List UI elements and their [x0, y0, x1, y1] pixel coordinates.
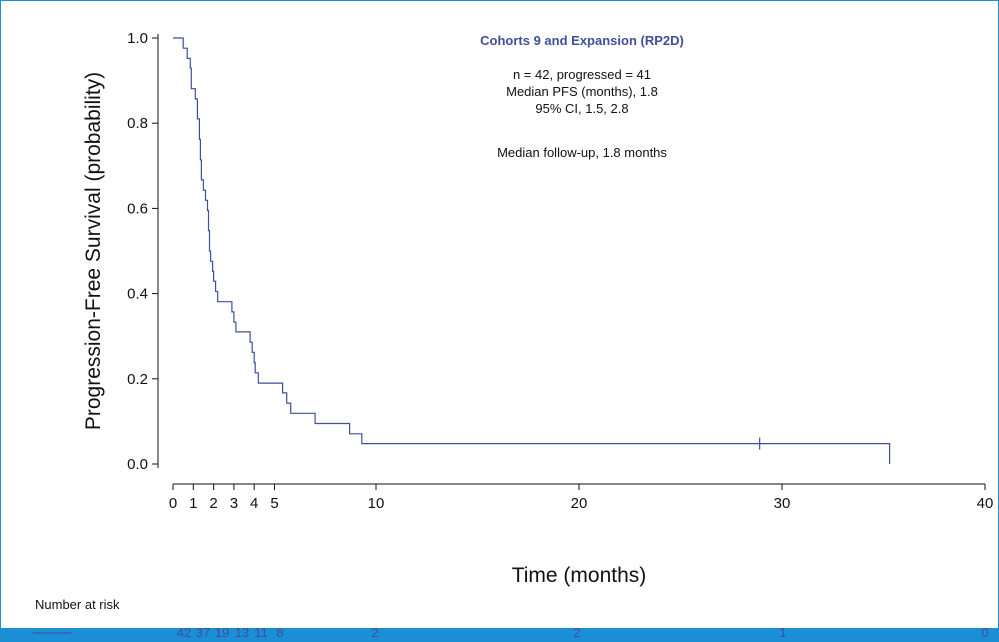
y-tick-label: 0.0 — [127, 456, 148, 473]
y-axis-ticks: 0.0 0.2 0.4 0.6 0.8 1.0 — [127, 30, 158, 473]
x-tick-label: 0 — [169, 495, 177, 512]
x-axis-ticks: 0 1 2 3 4 5 10 20 30 40 — [169, 484, 994, 512]
x-tick-label: 4 — [250, 495, 258, 512]
risk-value: 1 — [779, 625, 786, 640]
series-layer — [173, 37, 891, 464]
x-tick-label: 2 — [209, 495, 217, 512]
y-tick-label: 0.2 — [127, 371, 148, 388]
annotation-box: Cohorts 9 and Expansion (RP2D) n = 42, p… — [480, 33, 684, 160]
y-tick-label: 1.0 — [127, 30, 148, 47]
annotation-line-1: n = 42, progressed = 41 — [513, 67, 651, 82]
risk-value: 42 — [177, 625, 191, 640]
risk-table: Number at risk 42 37 19 13 11 8 2 2 1 0 — [33, 597, 989, 640]
risk-values: 42 37 19 13 11 8 2 2 1 0 — [177, 625, 989, 640]
x-axis-title: Time (months) — [512, 564, 647, 587]
x-tick-label: 10 — [368, 495, 385, 512]
km-curve — [173, 37, 891, 464]
annotation-title: Cohorts 9 and Expansion (RP2D) — [480, 33, 684, 48]
x-tick-label: 1 — [189, 495, 197, 512]
x-tick-label: 30 — [774, 495, 791, 512]
bottom-accent-bar — [0, 628, 999, 642]
x-tick-label: 5 — [270, 495, 278, 512]
annotation-line-3: 95% CI, 1.5, 2.8 — [535, 101, 628, 116]
risk-value: 2 — [371, 625, 378, 640]
y-axis-title: Progression-Free Survival (probability) — [82, 72, 105, 430]
annotation-line-5: Median follow-up, 1.8 months — [497, 145, 667, 160]
risk-value: 0 — [981, 625, 988, 640]
risk-value: 8 — [276, 625, 283, 640]
y-tick-label: 0.4 — [127, 286, 148, 303]
x-tick-label: 40 — [977, 495, 994, 512]
risk-value: 2 — [573, 625, 580, 640]
risk-value: 13 — [235, 625, 249, 640]
x-tick-label: 20 — [571, 495, 588, 512]
y-tick-label: 0.8 — [127, 115, 148, 132]
x-tick-label: 3 — [230, 495, 238, 512]
risk-value: 11 — [254, 625, 268, 640]
risk-value: 19 — [215, 625, 229, 640]
annotation-line-2: Median PFS (months), 1.8 — [506, 84, 658, 99]
risk-table-label: Number at risk — [35, 597, 120, 612]
y-tick-label: 0.6 — [127, 200, 148, 217]
risk-value: 37 — [196, 625, 210, 640]
